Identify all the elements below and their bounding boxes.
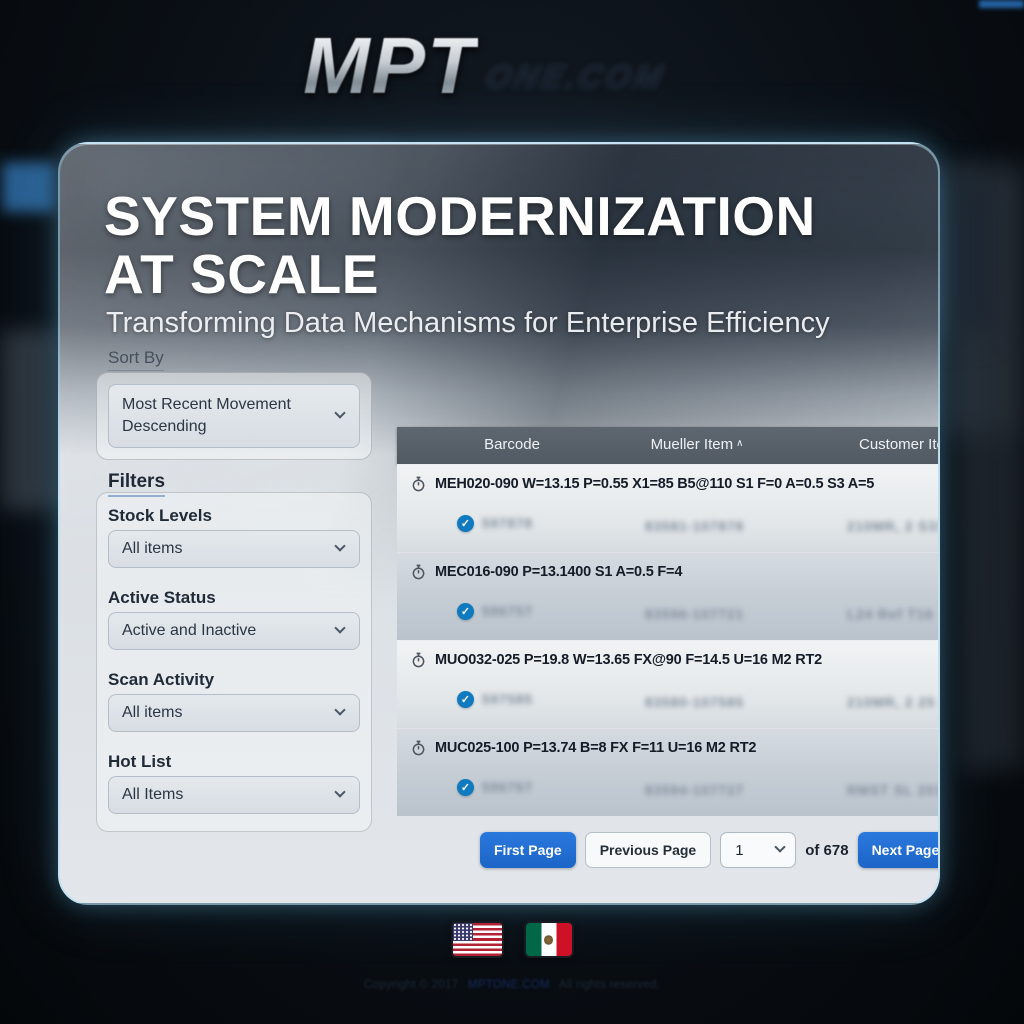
copyright-line: Copyright © 2017 MPTONE.COM All rights r… [0, 979, 1024, 991]
stopwatch-icon [411, 564, 426, 580]
page-title-line1: SYSTEM MODERNIZATION [104, 185, 816, 247]
active-status-dropdown[interactable]: Active and Inactive [108, 612, 360, 650]
barcode-value-blurred: 596757 [482, 604, 534, 619]
background-blur-shape [962, 430, 1024, 770]
background-blur-shape [979, 0, 1024, 8]
page-count-label: of 678 [805, 841, 849, 859]
logo-suffix-text: ONE.COM [482, 58, 669, 95]
table-row[interactable]: MUO032-025 P=19.8 W=13.65 FX@90 F=14.5 U… [397, 640, 938, 728]
active-status-value: Active and Inactive [122, 622, 257, 639]
mpt-logo: MPT ONE.COM [0, 26, 1024, 106]
item-description: MUO032-025 P=19.8 W=13.65 FX@90 F=14.5 U… [435, 652, 822, 668]
item-description: MEC016-090 P=13.1400 S1 A=0.5 F=4 [435, 564, 683, 580]
page-number-select[interactable]: 1 [720, 832, 797, 868]
copyright-prefix: Copyright © 2017 [363, 979, 459, 991]
items-table: Barcode Mueller Item∧ Customer Item MEH0… [397, 427, 940, 816]
page-number-value: 1 [735, 841, 744, 859]
copyright-link[interactable]: MPTONE.COM [467, 979, 550, 991]
chevron-down-icon [334, 622, 346, 634]
column-header-mueller-item[interactable]: Mueller Item ∧ [622, 436, 772, 453]
page-subtitle: Transforming Data Mechanisms for Enterpr… [106, 307, 830, 339]
customer-item-value-blurred: 210MR, 2 25 [847, 695, 936, 710]
barcode-value-blurred: 597878 [482, 516, 534, 531]
chevron-down-icon [334, 786, 346, 798]
filter-label-stock-levels: Stock Levels [108, 506, 212, 525]
language-flags [0, 923, 1024, 956]
scan-activity-dropdown[interactable]: All items [108, 694, 360, 732]
table-row[interactable]: MEH020-090 W=13.15 P=0.55 X1=85 B5@110 S… [397, 464, 940, 552]
sort-by-label: Sort By [108, 348, 164, 371]
mueller-item-value-blurred: 83594-107727 [645, 783, 745, 798]
stock-levels-dropdown[interactable]: All items [108, 530, 360, 568]
previous-page-button[interactable]: Previous Page [584, 832, 712, 868]
filter-label-active-status: Active Status [108, 588, 216, 607]
column-header-customer-item[interactable]: Customer Item [859, 436, 938, 453]
us-flag-icon[interactable] [452, 923, 502, 956]
barcode-value-blurred: 597585 [482, 692, 534, 707]
item-description: MEH020-090 W=13.15 P=0.55 X1=85 B5@110 S… [435, 476, 875, 492]
mueller-item-header-label: Mueller Item [650, 436, 734, 453]
glass-panel: SYSTEM MODERNIZATION AT SCALE Transformi… [58, 142, 940, 905]
check-circle-icon: ✓ [457, 515, 474, 532]
table-row[interactable]: MEC016-090 P=13.1400 S1 A=0.5 F=4 ✓ 5967… [397, 552, 938, 640]
logo-text: MPT [303, 21, 478, 110]
background-blur-shape [0, 330, 58, 510]
table-row[interactable]: MUC025-100 P=13.74 B=8 FX F=11 U=16 M2 R… [397, 728, 938, 816]
customer-item-value-blurred: RMST SL 2018 [847, 783, 938, 798]
chevron-down-icon [334, 704, 346, 716]
next-page-button[interactable]: Next Page [857, 832, 938, 868]
hot-list-value: All Items [122, 786, 184, 803]
mueller-item-value-blurred: 83581-107878 [645, 519, 745, 534]
mueller-item-value-blurred: 83596-107721 [645, 607, 745, 622]
first-page-button[interactable]: First Page [480, 832, 576, 868]
chevron-down-icon [334, 407, 346, 419]
stock-levels-value: All items [122, 540, 183, 557]
sort-dropdown[interactable]: Most Recent Movement Descending [108, 384, 360, 448]
item-description: MUC025-100 P=13.74 B=8 FX F=11 U=16 M2 R… [435, 740, 757, 756]
stopwatch-icon [411, 652, 426, 668]
chevron-down-icon [774, 841, 786, 853]
sort-ascending-icon: ∧ [736, 438, 744, 449]
scan-activity-value: All items [122, 704, 183, 721]
check-circle-icon: ✓ [457, 603, 474, 620]
column-header-barcode[interactable]: Barcode [484, 436, 540, 453]
background-blur-shape [949, 165, 1024, 435]
sort-dropdown-value: Most Recent Movement Descending [122, 396, 291, 435]
pagination-bar: First Page Previous Page 1 of 678 Next P… [480, 830, 938, 870]
hot-list-dropdown[interactable]: All Items [108, 776, 360, 814]
check-circle-icon: ✓ [457, 691, 474, 708]
filter-label-hot-list: Hot List [108, 752, 172, 771]
check-circle-icon: ✓ [457, 779, 474, 796]
copyright-suffix: All rights reserved. [558, 979, 661, 991]
barcode-value-blurred: 596767 [482, 780, 534, 795]
table-header-row: Barcode Mueller Item∧ Customer Item [397, 427, 938, 464]
stopwatch-icon [411, 476, 426, 492]
background-blur-shape [2, 162, 54, 212]
mueller-item-value-blurred: 83580-107585 [645, 695, 745, 710]
filters-heading: Filters [108, 471, 166, 497]
customer-item-value-blurred: L24 Ref T16 [847, 607, 934, 622]
filter-label-scan-activity: Scan Activity [108, 670, 215, 689]
chevron-down-icon [334, 540, 346, 552]
mexico-flag-icon[interactable] [525, 923, 572, 956]
logo-suffix-block: ONE.COM [482, 58, 725, 95]
stopwatch-icon [411, 740, 426, 756]
page-title-line2: AT SCALE [104, 243, 379, 305]
customer-item-value-blurred: 210MR, 2 S31 [847, 519, 940, 534]
